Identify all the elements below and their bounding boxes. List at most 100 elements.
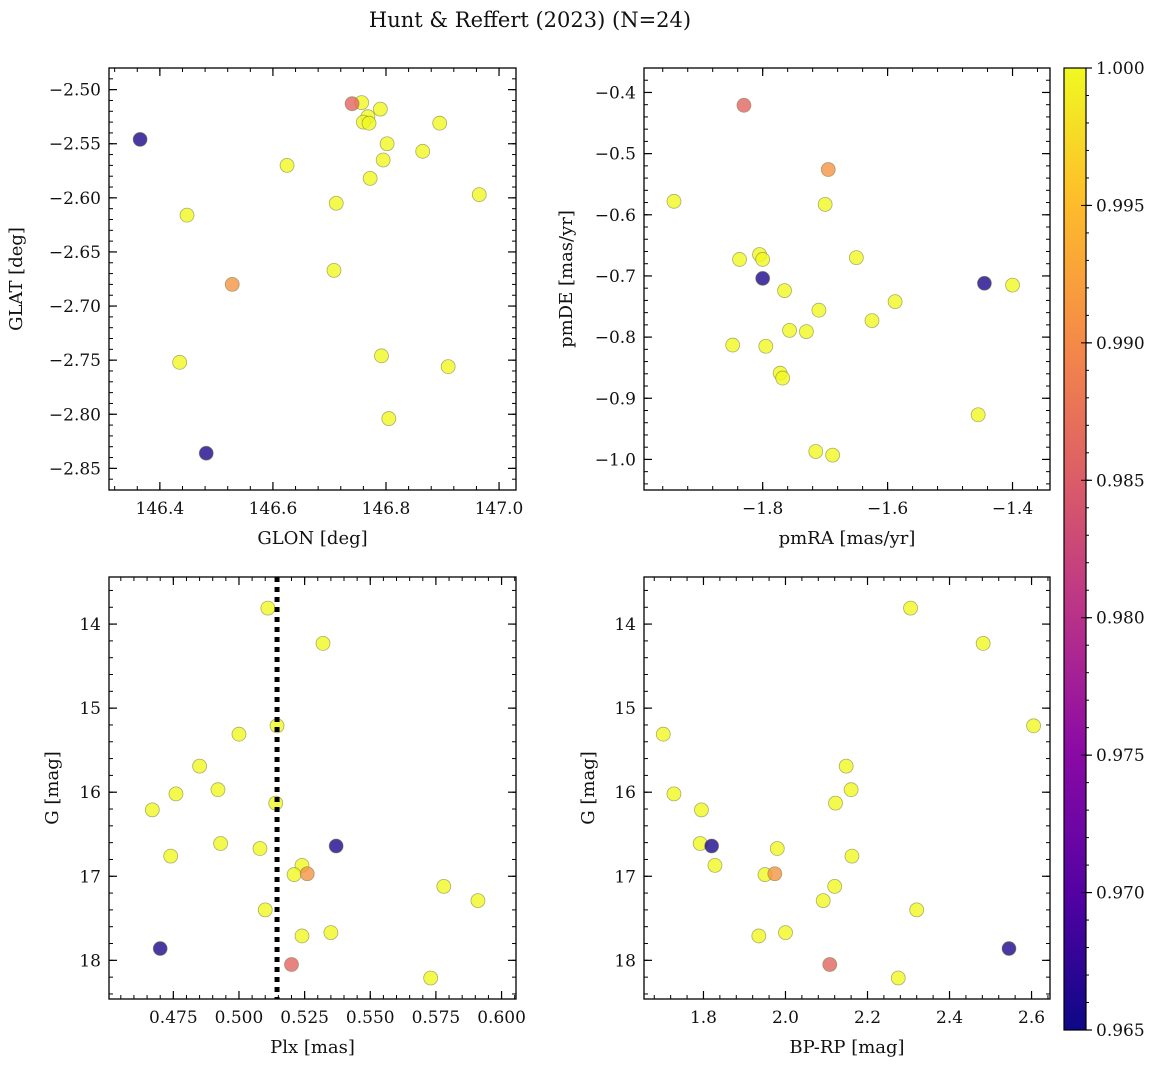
x-tick-label: 2.2 (854, 1008, 881, 1028)
y-tick-label: −0.4 (595, 83, 636, 103)
data-point (751, 928, 767, 944)
x-tick-label: 146.6 (249, 499, 298, 519)
data-point (470, 893, 486, 909)
y-tick-label: 15 (614, 699, 636, 719)
y-axis-label: GLAT [deg] (6, 227, 27, 331)
data-point (838, 758, 854, 774)
data-point (163, 848, 179, 864)
data-point (440, 359, 456, 375)
data-point (736, 97, 752, 113)
panel-frame (108, 67, 517, 491)
data-point (179, 207, 195, 223)
panel-frame (643, 67, 1051, 491)
figure-title: Hunt & Reffert (2023) (N=24) (369, 8, 691, 32)
data-point (704, 838, 720, 854)
y-tick-label: −2.70 (49, 297, 101, 317)
data-point (326, 262, 342, 278)
y-axis-label: pmDE [mas/yr] (556, 210, 577, 348)
x-tick-label: 0.475 (149, 1008, 198, 1028)
y-tick-label: −0.7 (595, 267, 636, 287)
marks (666, 97, 1020, 463)
data-point (375, 152, 391, 168)
data-point (436, 878, 452, 894)
panel-1: 146.4 146.6 146.8 147.0 −2.50 −2.55 −2.60 −2.65… (6, 67, 524, 549)
data-point (344, 96, 360, 112)
data-point (775, 370, 791, 386)
data-point (903, 600, 918, 616)
data-point (777, 283, 792, 299)
marks (655, 600, 1041, 986)
minor-ticks (109, 577, 516, 999)
data-point (423, 970, 439, 986)
y-tick-label: −2.75 (49, 351, 101, 371)
data-point (822, 957, 838, 972)
data-point (844, 848, 860, 864)
x-tick-label: 0.525 (280, 1008, 329, 1028)
data-point (328, 195, 344, 211)
data-point (778, 925, 793, 940)
data-point (144, 802, 160, 818)
x-axis-label: pmRA [mas/yr] (779, 528, 916, 549)
data-point (755, 270, 771, 286)
data-point (815, 893, 831, 909)
x-tick-label: 0.575 (412, 1008, 461, 1028)
data-point (294, 928, 310, 944)
data-point (257, 902, 273, 918)
colorbar-tick-label: 0.990 (1096, 334, 1145, 354)
data-point (374, 348, 389, 364)
y-tick-label: 16 (614, 783, 636, 803)
y-tick-label: −2.60 (49, 189, 101, 209)
colorbar-ticks: 0.965 0.970 0.975 0.980 0.985 0.990 0.995 1.000 (1081, 59, 1145, 1041)
x-axis-label: BP-RP [mag] (789, 1037, 904, 1058)
data-point (827, 878, 843, 894)
data-point (361, 115, 377, 131)
panel-frame (108, 576, 517, 1000)
data-point (323, 925, 339, 940)
marks (144, 577, 486, 999)
data-point (415, 143, 431, 159)
x-tick-label: 2.4 (936, 1008, 963, 1028)
data-point (725, 337, 741, 353)
x-axis-label: GLON [deg] (257, 528, 367, 549)
x-tick-label: 2.0 (772, 1008, 799, 1028)
data-point (655, 726, 671, 742)
panel-frame (643, 576, 1051, 1000)
data-point (372, 101, 388, 117)
data-point (299, 866, 315, 882)
y-tick-label: 15 (79, 699, 101, 719)
data-point (811, 302, 827, 318)
data-point (1026, 718, 1041, 734)
y-tick-label: −2.65 (49, 243, 101, 263)
x-tick-label: 147.0 (475, 499, 524, 519)
data-point (755, 252, 771, 267)
colorbar-tick-label: 0.970 (1096, 884, 1145, 904)
y-tick-label: 14 (79, 615, 101, 635)
y-tick-label: −0.9 (595, 389, 636, 409)
y-tick-label: 17 (79, 867, 101, 887)
colorbar-gradient (1063, 67, 1087, 1031)
y-tick-label: 14 (614, 615, 636, 635)
minor-ticks (109, 67, 516, 491)
y-tick-label: −2.85 (49, 459, 101, 479)
data-point (666, 786, 682, 802)
data-point (694, 802, 709, 818)
data-point (848, 250, 864, 265)
data-point (152, 941, 168, 956)
y-axis-label: G [mag] (42, 751, 63, 824)
data-point (970, 407, 986, 423)
data-point (782, 322, 797, 338)
data-point (471, 187, 487, 203)
data-point (168, 786, 184, 802)
colorbar-tick-label: 1.000 (1096, 59, 1145, 79)
data-point (767, 866, 783, 882)
x-tick-label: −1.6 (867, 499, 908, 519)
data-point (975, 636, 991, 651)
colorbar-tick-label: 0.995 (1096, 196, 1145, 216)
data-point (808, 444, 824, 459)
data-point (887, 294, 903, 310)
data-point (825, 447, 841, 463)
data-point (890, 970, 906, 986)
y-tick-label: −0.5 (595, 145, 636, 165)
y-axis-label: G [mag] (578, 751, 599, 824)
y-tick-label: −1.0 (595, 450, 636, 470)
